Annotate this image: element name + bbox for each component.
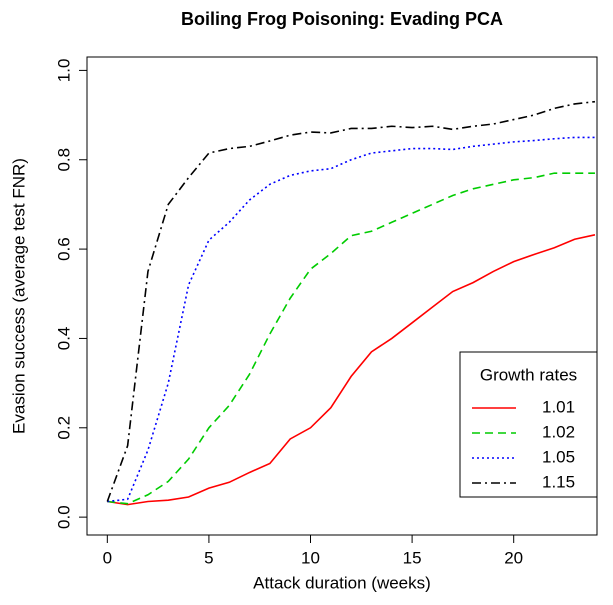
x-tick-label: 15 (403, 548, 422, 567)
series-line (106, 100, 596, 502)
y-tick-label: 0.6 (54, 237, 73, 261)
legend-label: 1.05 (542, 447, 575, 466)
y-tick-label: 0.8 (54, 148, 73, 172)
x-tick-label: 20 (504, 548, 523, 567)
x-tick-label: 0 (103, 548, 112, 567)
y-tick-label: 0.2 (54, 416, 73, 440)
legend-box (459, 351, 598, 498)
x-tick-label: 5 (204, 548, 213, 567)
series-line (107, 234, 596, 506)
series-line (107, 172, 595, 505)
plot-frame (86, 56, 598, 536)
y-tick-label: 1.0 (54, 59, 73, 83)
legend-title: Growth rates (480, 365, 577, 384)
chart-title: Boiling Frog Poisoning: Evading PCA (181, 9, 503, 29)
legend-label: 1.02 (542, 422, 575, 441)
legend-label: 1.15 (542, 472, 575, 491)
y-tick-label: 0.0 (54, 505, 73, 529)
x-axis-label: Attack duration (weeks) (253, 573, 431, 592)
series-line (107, 136, 595, 503)
y-tick-label: 0.4 (54, 327, 73, 351)
y-axis-label: Evasion success (average test FNR) (9, 158, 28, 434)
x-tick-label: 10 (301, 548, 320, 567)
legend-label: 1.01 (542, 397, 575, 416)
